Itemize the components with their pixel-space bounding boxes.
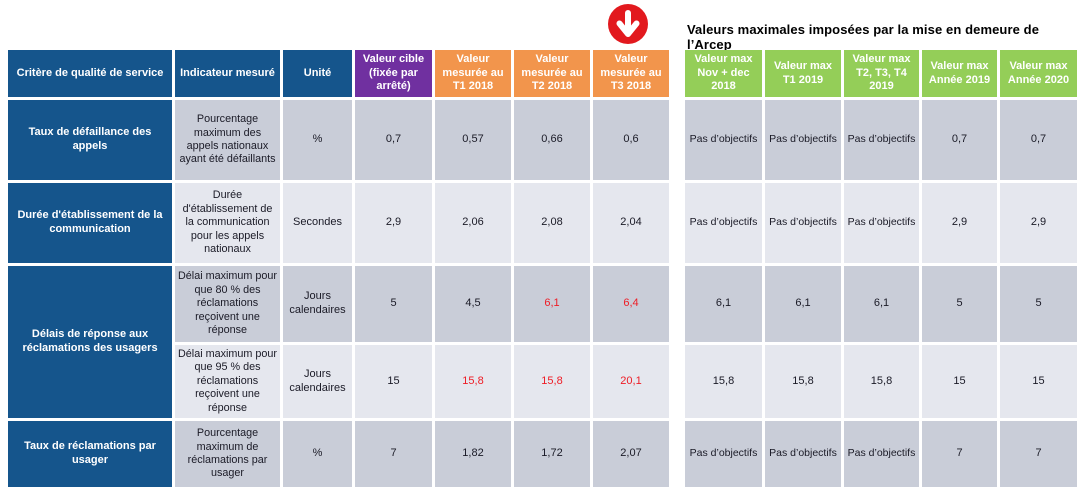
cell-mesure-t1: 15,8 <box>435 345 511 418</box>
cell-indicateur: Pourcentage maximum des appels nationaux… <box>175 100 280 180</box>
cell-mesure-t2: 1,72 <box>514 421 590 487</box>
cell-max-annee-2019: 0,7 <box>922 100 997 180</box>
cell-indicateur: Durée d'établissement de la communicatio… <box>175 183 280 263</box>
cell-mesure-t3: 0,6 <box>593 100 669 180</box>
cell-max-t2t3t4-2019: Pas d’objectifs <box>844 183 919 263</box>
col-header-mesure-t1-2018: Valeur mesurée au T1 2018 <box>435 50 511 97</box>
cell-mesure-t1: 4,5 <box>435 266 511 342</box>
cell-max-t1-2019: 15,8 <box>765 345 841 418</box>
cell-mesure-t1: 0,57 <box>435 100 511 180</box>
col-header-valeur-cible: Valeur cible (fixée par arrêté) <box>355 50 432 97</box>
cell-max-t1-2019: 6,1 <box>765 266 841 342</box>
cell-max-annee-2019: 2,9 <box>922 183 997 263</box>
col-header-max-t2t3t4-2019: Valeur max T2, T3, T4 2019 <box>844 50 919 97</box>
red-down-arrow-icon <box>607 3 649 45</box>
cell-mesure-t2: 15,8 <box>514 345 590 418</box>
cell-unite: % <box>283 100 352 180</box>
cell-indicateur: Délai maximum pour que 80 % des réclamat… <box>175 266 280 342</box>
cell-mesure-t1: 2,06 <box>435 183 511 263</box>
col-header-unite: Unité <box>283 50 352 97</box>
cell-max-annee-2019: 15 <box>922 345 997 418</box>
cell-unite: Jours calendaires <box>283 345 352 418</box>
col-header-max-t1-2019: Valeur max T1 2019 <box>765 50 841 97</box>
cell-max-annee-2020: 5 <box>1000 266 1077 342</box>
cell-max-t1-2019: Pas d’objectifs <box>765 421 841 487</box>
cell-indicateur: Pourcentage maximum de réclamations par … <box>175 421 280 487</box>
col-header-max-annee-2020: Valeur max Année 2020 <box>1000 50 1077 97</box>
cell-mesure-t2: 0,66 <box>514 100 590 180</box>
col-header-critere: Critère de qualité de service <box>8 50 172 97</box>
cell-max-nov-dec-2018: Pas d’objectifs <box>685 183 762 263</box>
cell-mesure-t2: 2,08 <box>514 183 590 263</box>
col-header-mesure-t2-2018: Valeur mesurée au T2 2018 <box>514 50 590 97</box>
cell-mesure-t3: 2,04 <box>593 183 669 263</box>
cell-unite: Jours calendaires <box>283 266 352 342</box>
cell-valeur-cible: 7 <box>355 421 432 487</box>
col-header-max-nov-dec-2018: Valeur max Nov + dec 2018 <box>685 50 762 97</box>
arcep-max-table: Valeur max Nov + dec 2018 Valeur max T1 … <box>685 50 1077 487</box>
cell-mesure-t1: 1,82 <box>435 421 511 487</box>
cell-critere: Durée d'établissement de la communicatio… <box>8 183 172 263</box>
cell-critere: Délais de réponse aux réclamations des u… <box>8 266 172 418</box>
cell-max-t2t3t4-2019: 6,1 <box>844 266 919 342</box>
cell-max-nov-dec-2018: 15,8 <box>685 345 762 418</box>
cell-max-nov-dec-2018: Pas d’objectifs <box>685 100 762 180</box>
cell-max-annee-2020: 15 <box>1000 345 1077 418</box>
cell-max-nov-dec-2018: Pas d’objectifs <box>685 421 762 487</box>
cell-max-annee-2020: 0,7 <box>1000 100 1077 180</box>
cell-max-nov-dec-2018: 6,1 <box>685 266 762 342</box>
cell-unite: Secondes <box>283 183 352 263</box>
cell-mesure-t2: 6,1 <box>514 266 590 342</box>
cell-max-t2t3t4-2019: Pas d’objectifs <box>844 100 919 180</box>
cell-max-t1-2019: Pas d’objectifs <box>765 100 841 180</box>
main-table: Critère de qualité de service Indicateur… <box>8 50 669 487</box>
cell-critere: Taux de réclamations par usager <box>8 421 172 487</box>
cell-valeur-cible: 5 <box>355 266 432 342</box>
cell-indicateur: Délai maximum pour que 95 % des réclamat… <box>175 345 280 418</box>
page-title: Valeurs maximales imposées par la mise e… <box>687 22 1040 52</box>
cell-max-annee-2020: 2,9 <box>1000 183 1077 263</box>
cell-critere: Taux de défaillance des appels <box>8 100 172 180</box>
cell-valeur-cible: 15 <box>355 345 432 418</box>
col-header-indicateur: Indicateur mesuré <box>175 50 280 97</box>
cell-max-t1-2019: Pas d’objectifs <box>765 183 841 263</box>
cell-mesure-t3: 2,07 <box>593 421 669 487</box>
col-header-max-annee-2019: Valeur max Année 2019 <box>922 50 997 97</box>
cell-max-annee-2020: 7 <box>1000 421 1077 487</box>
cell-max-t2t3t4-2019: 15,8 <box>844 345 919 418</box>
cell-max-t2t3t4-2019: Pas d’objectifs <box>844 421 919 487</box>
cell-mesure-t3: 6,4 <box>593 266 669 342</box>
cell-mesure-t3: 20,1 <box>593 345 669 418</box>
cell-valeur-cible: 0,7 <box>355 100 432 180</box>
cell-max-annee-2019: 5 <box>922 266 997 342</box>
cell-max-annee-2019: 7 <box>922 421 997 487</box>
cell-unite: % <box>283 421 352 487</box>
col-header-mesure-t3-2018: Valeur mesurée au T3 2018 <box>593 50 669 97</box>
cell-valeur-cible: 2,9 <box>355 183 432 263</box>
